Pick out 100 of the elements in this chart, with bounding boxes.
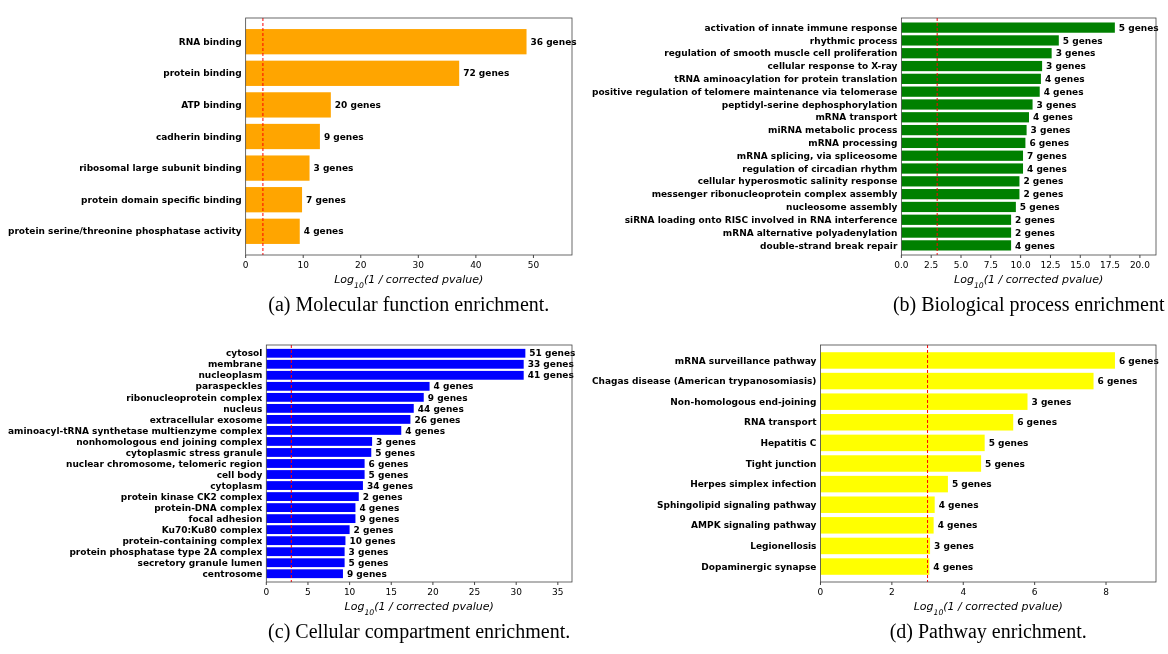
y-tick-label: double-strand break repair	[760, 240, 898, 251]
annotation: 9 genes	[323, 131, 364, 142]
bar	[245, 187, 303, 213]
bar	[901, 86, 1040, 97]
x-tick-label: 10.0	[1010, 260, 1031, 270]
x-tick-label: 0	[242, 260, 249, 270]
annotation: 20 genes	[334, 100, 381, 111]
annotation: 5 genes	[1019, 202, 1060, 213]
bar	[901, 137, 1026, 149]
annotation: 2 genes	[1015, 214, 1055, 225]
annotation: 3 genes	[376, 436, 416, 447]
y-tick-label: RNA binding	[178, 36, 242, 47]
annotation: 4 genes	[359, 502, 400, 513]
y-tick-label: focal adhesion	[188, 513, 263, 524]
bar	[901, 112, 1029, 123]
annotation: 6 genes	[1017, 417, 1058, 428]
y-tick-label: rhythmic process	[809, 35, 898, 46]
y-tick-label: messenger ribonucleoprotein complex assembly	[651, 189, 898, 200]
annotation: 2 genes	[1023, 189, 1064, 200]
y-tick-label: ribonucleoprotein complex	[126, 392, 263, 403]
annotation: 33 genes	[527, 359, 574, 370]
y-tick-label: mRNA transport	[815, 112, 899, 123]
bar	[820, 475, 948, 493]
y-tick-label: Herpes simplex infection	[690, 479, 817, 490]
bar	[820, 393, 1028, 410]
bar	[820, 352, 1115, 369]
y-tick-label: Tight junction	[745, 458, 817, 469]
annotation: 5 genes	[951, 479, 992, 490]
bar	[245, 60, 460, 86]
annotation: 4 genes	[1015, 240, 1055, 251]
y-tick-label: centrosome	[202, 568, 263, 579]
y-tick-label: membrane	[207, 359, 263, 370]
annotation: 36 genes	[530, 36, 577, 47]
bar	[901, 73, 1041, 84]
y-tick-label: secretory granule lumen	[137, 557, 263, 568]
y-tick-label: nonhomologous end joining complex	[76, 436, 263, 447]
annotation: 2 genes	[1023, 176, 1064, 187]
y-tick-label: mRNA splicing, via spliceosome	[736, 150, 898, 161]
y-tick-label: nuclear chromosome, telomeric region	[66, 458, 263, 469]
bar	[266, 492, 359, 501]
annotation: 4 genes	[303, 226, 344, 237]
annotation: 4 genes	[937, 520, 978, 531]
bar	[266, 348, 526, 358]
x-axis-title: Log$_{10}$(1 / corrected pvalue)	[913, 600, 1063, 617]
bar	[901, 48, 1052, 59]
y-tick-label: siRNA loading onto RISC involved in RNA interference	[624, 214, 898, 225]
bar	[266, 470, 365, 479]
annotation: 72 genes	[463, 68, 510, 79]
y-tick-label: Hepatitis C	[760, 438, 817, 449]
annotation: 9 genes	[359, 513, 400, 524]
x-tick-label: 5	[305, 587, 311, 597]
x-tick-label: 4	[960, 587, 967, 597]
annotation: 7 genes	[1027, 150, 1067, 161]
annotation: 26 genes	[414, 414, 461, 425]
bar	[266, 403, 414, 413]
y-tick-label: positive regulation of telomere maintenance via telomerase	[591, 86, 898, 97]
bar	[266, 370, 524, 380]
bar	[266, 381, 430, 391]
y-tick-label: Ku70:Ku80 complex	[161, 524, 263, 535]
bar	[820, 455, 982, 472]
x-tick-label: 30	[510, 587, 523, 597]
annotation: 5 genes	[368, 469, 409, 480]
x-tick-label: 0	[817, 587, 824, 597]
x-tick-label: 10	[343, 587, 356, 597]
annotation: 6 genes	[1029, 138, 1070, 149]
annotation: 7 genes	[306, 194, 346, 205]
x-axis-title: Log$_{10}$(1 / corrected pvalue)	[954, 273, 1104, 290]
bar	[266, 547, 345, 557]
annotation: 5 genes	[985, 458, 1025, 469]
annotation: 4 genes	[1027, 163, 1067, 174]
bar	[266, 359, 524, 369]
y-tick-label: Dopaminergic synapse	[701, 561, 817, 572]
bar	[266, 503, 356, 512]
y-tick-label: protein binding	[163, 68, 242, 79]
y-tick-label: Legionellosis	[750, 541, 817, 552]
annotation: 5 genes	[348, 557, 389, 568]
annotation: 41 genes	[527, 370, 574, 381]
annotation: 9 genes	[346, 568, 387, 579]
x-tick-label: 15.0	[1070, 260, 1091, 270]
bar	[901, 201, 1016, 213]
y-tick-label: nucleoplasm	[198, 370, 263, 381]
y-tick-label: protein serine/threonine phosphatase activity	[7, 226, 242, 237]
annotation: 6 genes	[1118, 355, 1159, 366]
x-tick-label: 25	[468, 587, 481, 597]
x-tick-label: 5.0	[953, 260, 969, 270]
bar	[901, 60, 1043, 72]
y-tick-label: activation of innate immune response	[704, 22, 898, 33]
bar	[901, 240, 1012, 251]
annotation: 3 genes	[934, 541, 974, 552]
bar	[266, 525, 350, 535]
annotation: 10 genes	[349, 535, 396, 546]
annotation: 3 genes	[1046, 61, 1086, 72]
annotation: 5 genes	[375, 447, 416, 458]
y-tick-label: protein kinase CK2 complex	[120, 491, 263, 502]
x-tick-label: 50	[527, 260, 540, 270]
y-tick-label: cytoplasm	[210, 480, 263, 491]
x-tick-label: 17.5	[1100, 260, 1121, 270]
bar	[245, 92, 331, 118]
bar	[820, 496, 935, 513]
annotation: 9 genes	[427, 392, 468, 403]
